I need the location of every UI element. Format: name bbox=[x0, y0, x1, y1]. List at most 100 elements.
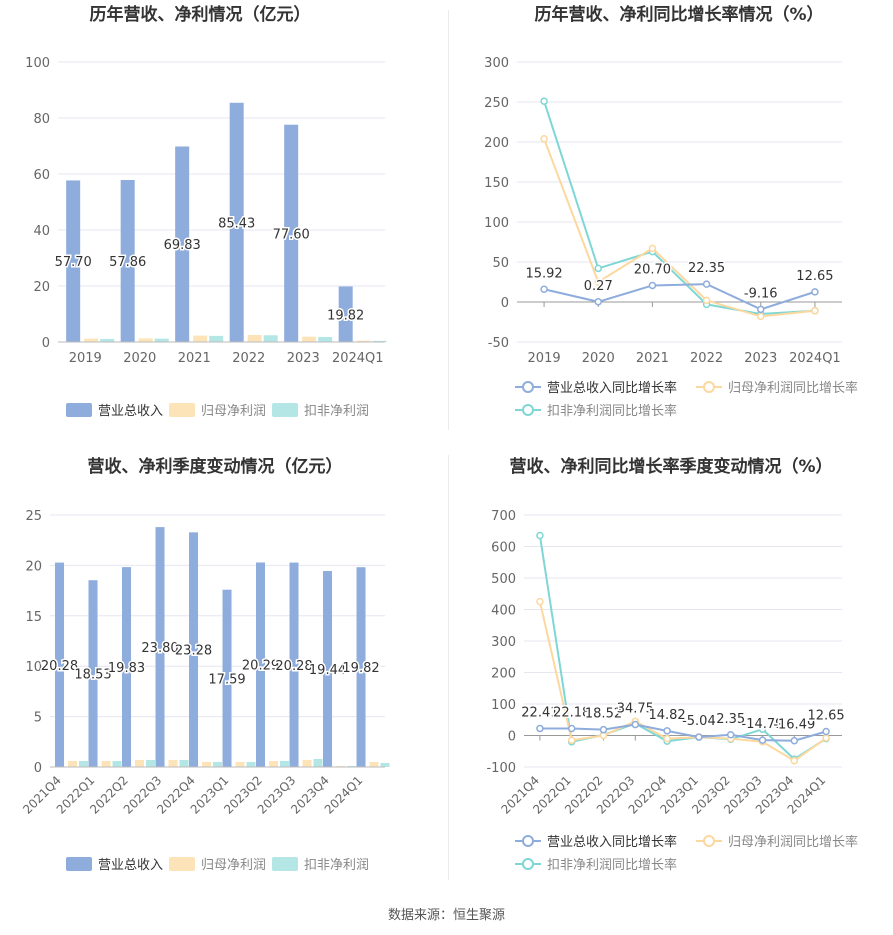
data-label: 85.43 bbox=[218, 216, 255, 231]
bar-revenue bbox=[66, 180, 81, 342]
data-point bbox=[822, 734, 830, 742]
y-tick-label: 500 bbox=[491, 572, 516, 587]
bar-revenue bbox=[88, 580, 98, 767]
legend-marker bbox=[703, 381, 715, 393]
data-label: 19.82 bbox=[327, 308, 364, 323]
data-label: 18.53 bbox=[74, 668, 111, 683]
data-label: -9.16 bbox=[744, 286, 778, 301]
data-point bbox=[594, 278, 602, 286]
y-tick-label: 0 bbox=[34, 761, 42, 776]
bar-deducted-profit bbox=[209, 335, 224, 342]
legend-label: 扣非净利润 bbox=[304, 858, 369, 873]
data-label: 2.35 bbox=[716, 712, 745, 727]
data-point bbox=[663, 727, 671, 735]
y-tick-label: 15 bbox=[25, 610, 42, 625]
data-point bbox=[811, 288, 819, 296]
bar-deducted-profit bbox=[380, 762, 390, 767]
bar-revenue bbox=[229, 102, 244, 343]
y-tick-label: 300 bbox=[484, 56, 509, 71]
y-tick-label: 100 bbox=[484, 216, 509, 231]
x-tick-label: 2020 bbox=[582, 351, 615, 366]
data-point bbox=[648, 244, 657, 253]
data-label: 22.35 bbox=[688, 261, 725, 276]
bar-net-profit bbox=[101, 760, 111, 767]
bar-revenue bbox=[284, 124, 299, 342]
legend-marker bbox=[522, 404, 534, 416]
bar-revenue bbox=[120, 179, 135, 342]
x-tick-label: 2022 bbox=[690, 351, 723, 366]
data-label: 18.52 bbox=[585, 707, 622, 722]
bar-net-profit bbox=[302, 336, 317, 342]
legend-label: 营业总收入 bbox=[98, 404, 163, 419]
data-point bbox=[631, 720, 640, 729]
y-tick-label: 10 bbox=[25, 660, 42, 675]
bar-revenue bbox=[122, 567, 132, 767]
bar-revenue bbox=[222, 589, 232, 767]
bar-revenue bbox=[338, 286, 353, 342]
data-point bbox=[540, 135, 548, 143]
chart-title: 历年营收、净利情况（亿元） bbox=[90, 4, 311, 25]
y-tick-label: 40 bbox=[33, 224, 50, 239]
legend-marker bbox=[703, 835, 715, 847]
y-tick-label: 5 bbox=[34, 711, 42, 726]
legend-swatch bbox=[66, 403, 92, 417]
data-label: 15.92 bbox=[525, 266, 562, 281]
x-tick-label: 2021 bbox=[636, 351, 669, 366]
data-source-footer: 数据来源：恒生聚源 bbox=[387, 908, 505, 923]
y-tick-label: 25 bbox=[25, 509, 42, 524]
legend-label: 扣非净利润 bbox=[304, 404, 369, 419]
legend-marker bbox=[522, 835, 534, 847]
bar-deducted-profit bbox=[79, 760, 89, 767]
data-label: 20.28 bbox=[41, 659, 78, 674]
data-point bbox=[758, 725, 767, 733]
bar-revenue bbox=[256, 562, 266, 767]
data-label: 12.65 bbox=[796, 269, 833, 284]
data-point bbox=[758, 736, 767, 744]
data-point bbox=[594, 298, 602, 306]
data-label: 0.27 bbox=[584, 279, 613, 294]
bar-revenue bbox=[55, 562, 65, 767]
bar-revenue bbox=[175, 146, 190, 342]
legend-swatch bbox=[169, 857, 195, 871]
data-label: 20.29 bbox=[242, 659, 279, 674]
bar-revenue bbox=[323, 571, 333, 767]
y-tick-label: 0 bbox=[508, 730, 516, 745]
data-label: 57.70 bbox=[55, 255, 92, 270]
data-label: 57.86 bbox=[109, 255, 146, 270]
bar-deducted-profit bbox=[179, 759, 189, 767]
y-tick-label: -100 bbox=[486, 761, 516, 776]
data-point bbox=[599, 725, 608, 734]
bar-deducted-profit bbox=[372, 340, 387, 342]
legend-label: 营业总收入同比增长率 bbox=[547, 380, 677, 396]
bar-deducted-profit bbox=[213, 761, 223, 767]
legend-swatch bbox=[272, 857, 298, 871]
data-point bbox=[663, 734, 671, 743]
y-tick-label: 200 bbox=[491, 667, 516, 682]
chart-title: 历年营收、净利同比增长率情况（%） bbox=[534, 4, 823, 25]
data-label: 34.75 bbox=[617, 702, 654, 717]
x-tick-label: 2020 bbox=[123, 351, 156, 366]
data-point bbox=[540, 97, 548, 105]
bar-deducted-profit bbox=[318, 336, 333, 342]
data-point bbox=[726, 731, 735, 739]
x-tick-label: 2024Q1 bbox=[789, 351, 841, 366]
legend-swatch bbox=[272, 403, 298, 417]
y-tick-label: 200 bbox=[484, 136, 509, 151]
data-label: 22.41 bbox=[521, 705, 558, 720]
y-tick-label: 0 bbox=[42, 336, 50, 351]
x-tick-label: 2019 bbox=[528, 351, 561, 366]
bar-net-profit bbox=[336, 765, 346, 767]
y-tick-label: 20 bbox=[33, 280, 50, 295]
series-line-0 bbox=[539, 723, 827, 742]
series-line-1 bbox=[538, 601, 827, 762]
data-label: -14.79 bbox=[742, 717, 784, 732]
data-label: 77.60 bbox=[273, 227, 310, 242]
data-label: -16.49 bbox=[773, 718, 815, 733]
bar-net-profit bbox=[235, 761, 245, 767]
y-tick-label: 300 bbox=[491, 635, 516, 650]
legend-label: 归母净利润 bbox=[201, 858, 266, 873]
legend-swatch bbox=[66, 857, 92, 871]
data-point bbox=[822, 727, 830, 736]
data-point bbox=[695, 733, 703, 741]
quarterly-growth-rate-line-chart: 营收、净利同比增长率季度变动情况（%） -100 0 100 200 300 400 500 6… bbox=[486, 456, 858, 873]
